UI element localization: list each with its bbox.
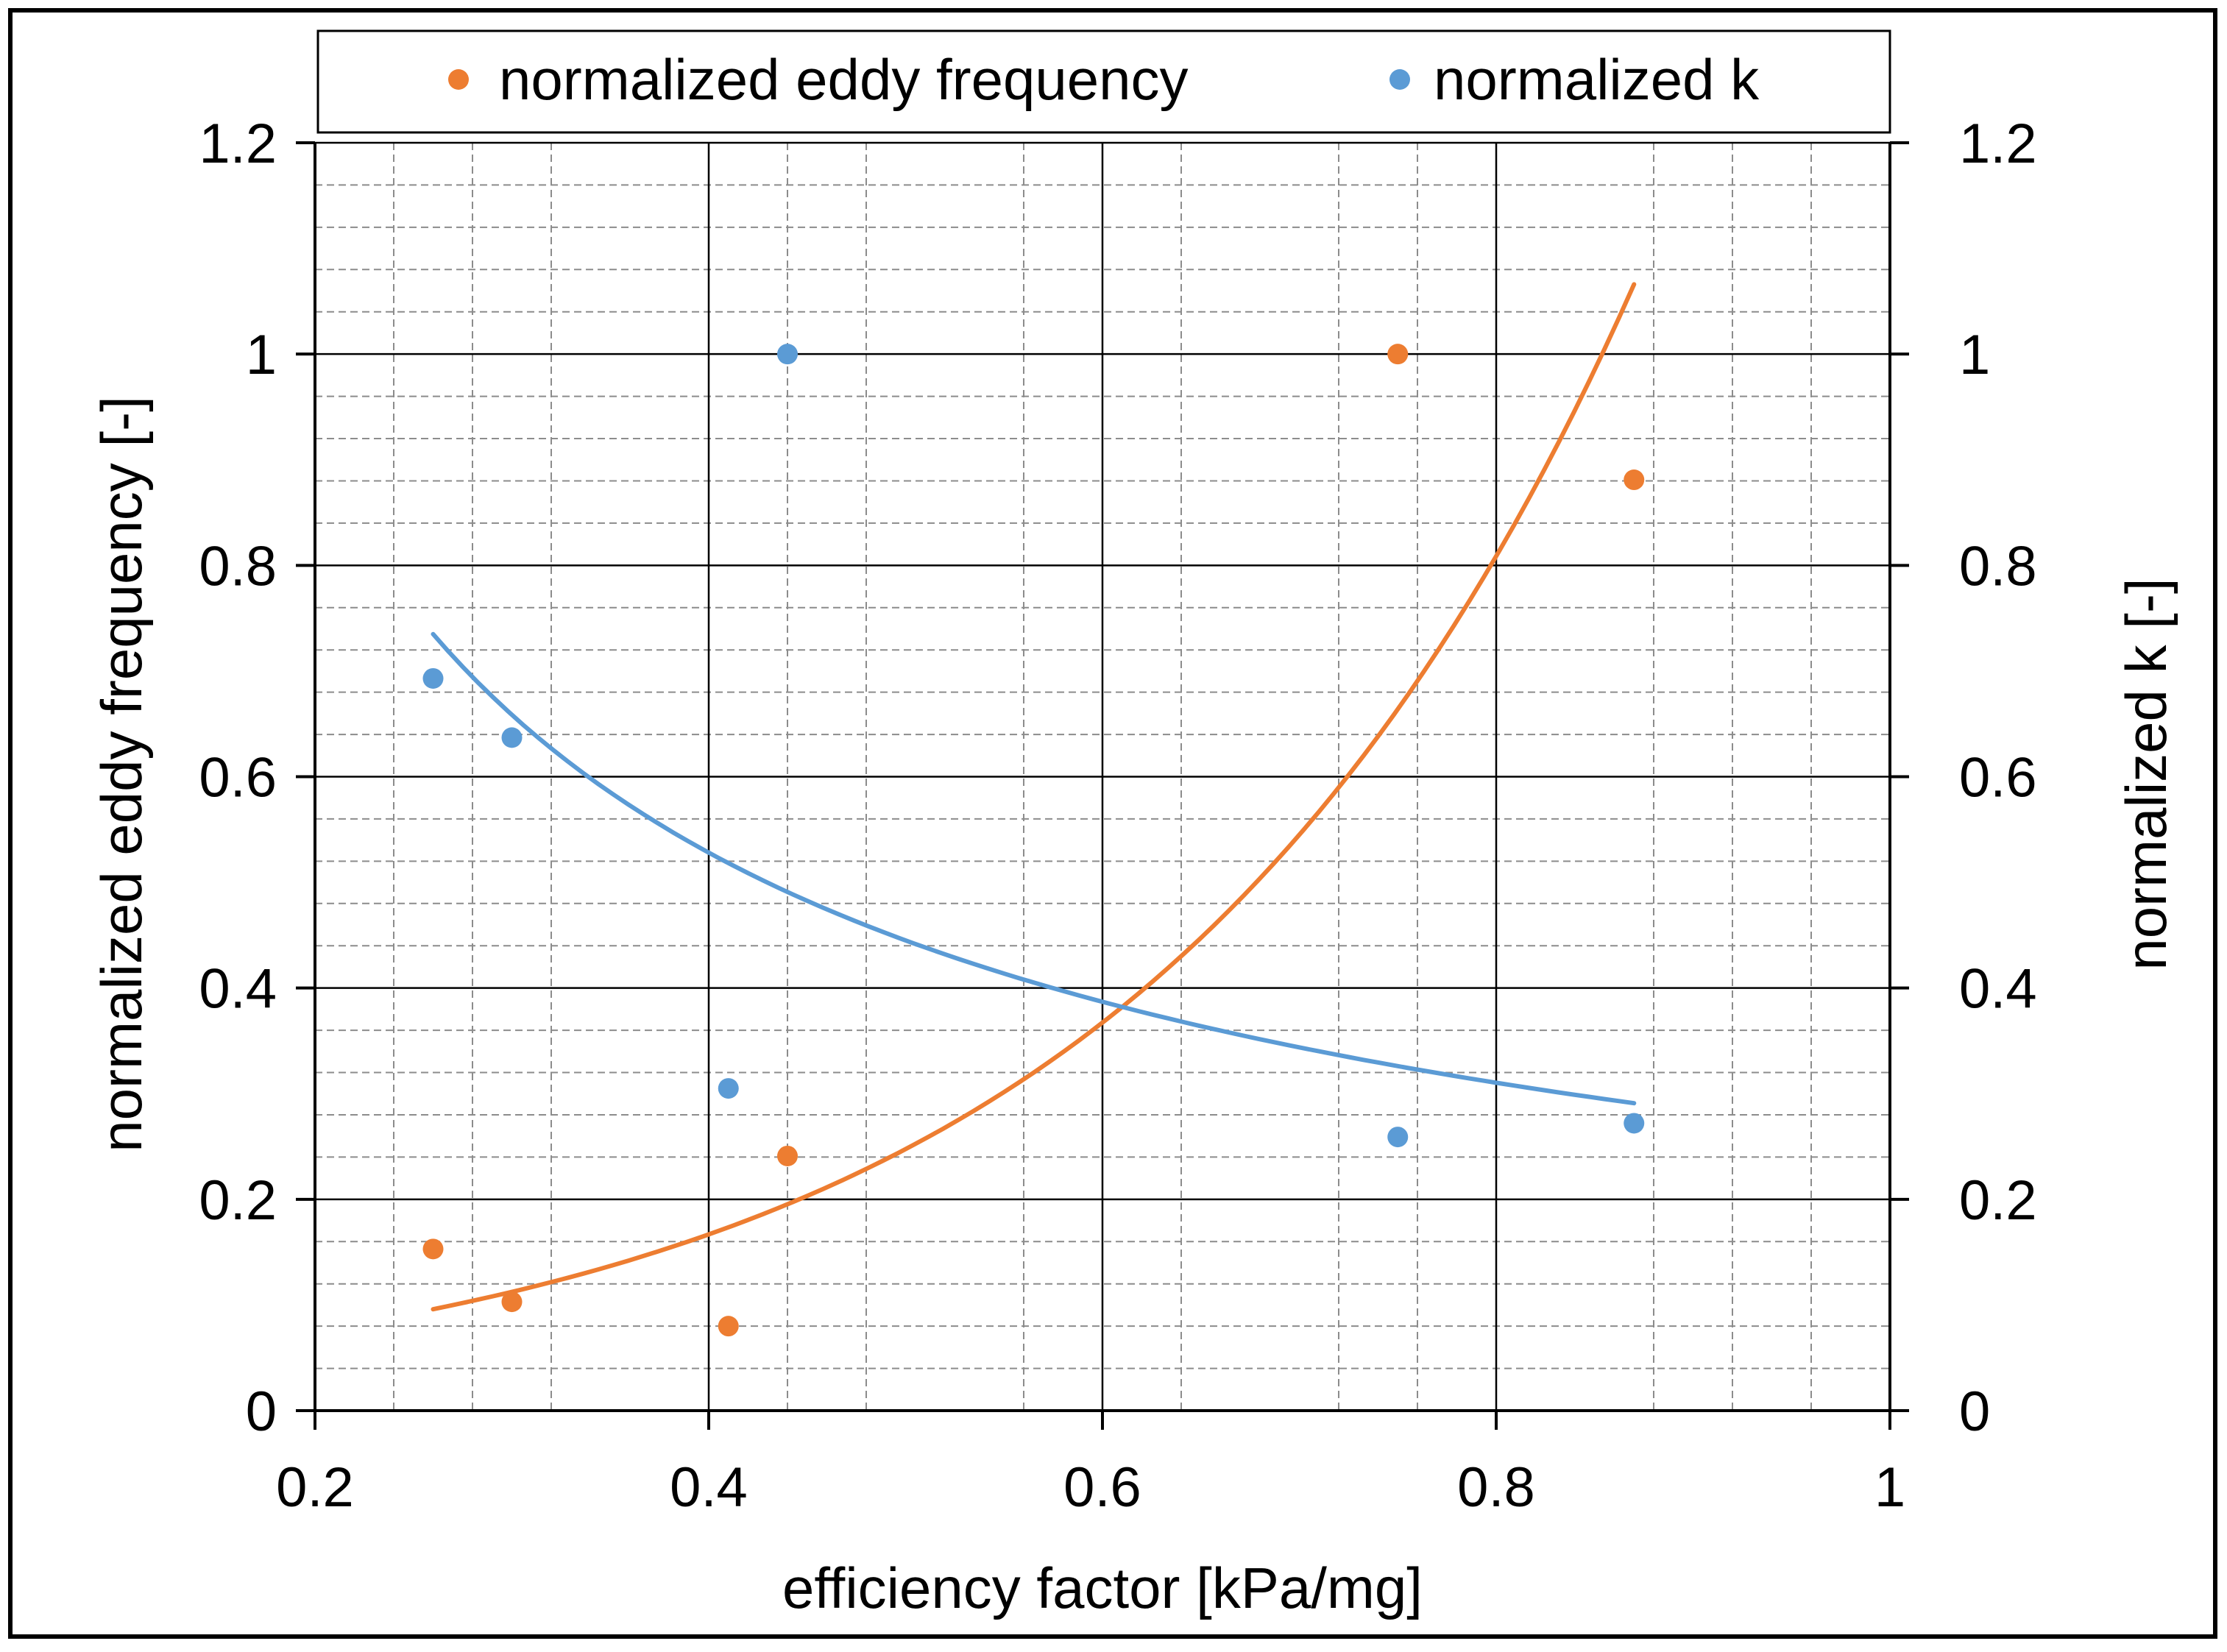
data-point-series-0: [1624, 469, 1645, 491]
x-tick-label: 0.4: [670, 1456, 748, 1519]
legend-box: [316, 29, 1891, 134]
data-point-series-1: [422, 667, 444, 689]
y-tick-label: 0.8: [199, 535, 277, 598]
y2-tick-label: 0: [1959, 1380, 1990, 1443]
trendlines: [431, 282, 1637, 1312]
data-point-series-1: [1624, 1113, 1645, 1134]
data-point-series-1: [1387, 1127, 1409, 1148]
data-point-series-0: [777, 1145, 798, 1166]
y2-tick-label: 0.6: [1959, 747, 2037, 809]
data-point-series-1: [718, 1078, 739, 1099]
y-tick-label: 0.6: [199, 747, 277, 809]
y2-tick-label: 0.4: [1959, 958, 2037, 1021]
trendline-series-0: [431, 282, 1637, 1312]
data-point-series-0: [1387, 344, 1409, 365]
data-point-series-1: [501, 727, 523, 748]
y2-tick-label: 1.2: [1959, 113, 2037, 175]
outer-frame: [8, 8, 2217, 1639]
trendline-series-1: [431, 631, 1637, 1106]
minor-gridlines: [315, 143, 1890, 1411]
tick-labels: 0 0.2 0.4 0.6 0.8 1 1.2 0 0.2 0.4 0.6 0.8 1 1.2 0.2 0.4…: [199, 113, 2036, 1519]
data-point-series-1: [777, 344, 798, 365]
x-tick-label: 0.6: [1063, 1456, 1141, 1519]
y2-tick-label: 0.2: [1959, 1169, 2037, 1232]
y-tick-label: 0.4: [199, 958, 277, 1021]
data-point-series-0: [718, 1316, 739, 1337]
y2-axis-label: normalized k [-]: [2114, 578, 2178, 970]
legend-marker-eddy-frequency: [448, 69, 469, 90]
legend-label-eddy-frequency: normalized eddy frequency: [499, 47, 1189, 112]
y-tick-label: 0.2: [199, 1169, 277, 1232]
y-tick-label: 0: [246, 1380, 277, 1443]
legend-label-normalized-k: normalized k: [1434, 47, 1760, 112]
data-point-series-0: [501, 1291, 523, 1313]
legend: normalized eddy frequency normalized k: [316, 29, 1891, 134]
x-tick-label: 1: [1874, 1456, 1905, 1519]
x-axis-label: efficiency factor [kPa/mg]: [782, 1556, 1423, 1620]
axes: [296, 141, 1909, 1430]
y-tick-label: 1: [246, 324, 277, 386]
y-tick-label: 1.2: [199, 113, 277, 175]
y2-tick-label: 0.8: [1959, 535, 2037, 598]
x-tick-label: 0.2: [276, 1456, 354, 1519]
y-axis-label: normalized eddy frequency [-]: [89, 396, 154, 1152]
legend-marker-normalized-k: [1389, 69, 1410, 90]
x-tick-label: 0.8: [1457, 1456, 1535, 1519]
y2-tick-label: 1: [1959, 324, 1990, 386]
data-points: [422, 344, 1645, 1337]
data-point-series-0: [422, 1238, 444, 1260]
